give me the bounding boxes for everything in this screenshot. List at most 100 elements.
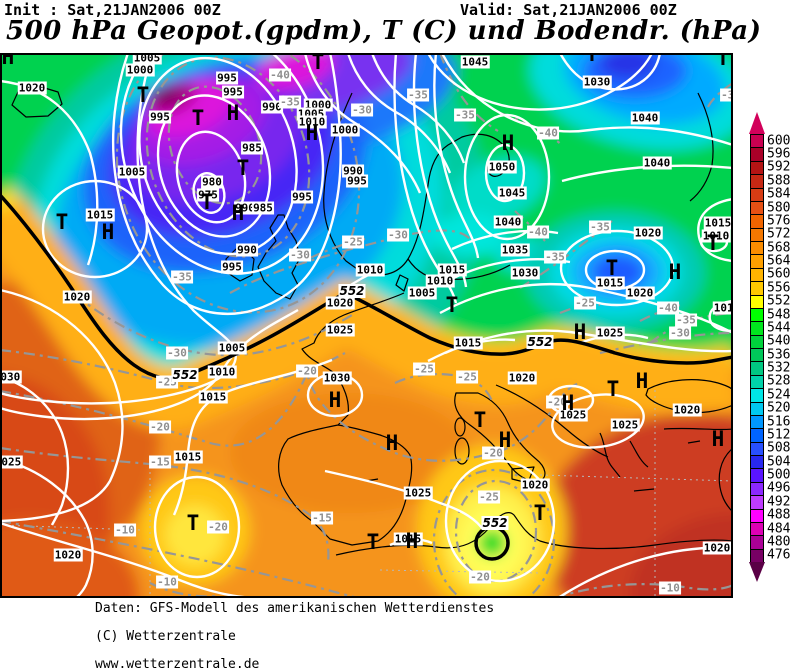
temperature-label: -35	[407, 88, 429, 102]
legend-value-label: 520	[767, 400, 790, 416]
pressure-label: 985	[252, 201, 274, 215]
legend-value-label: 532	[767, 360, 790, 376]
temperature-label: -10	[114, 523, 136, 537]
temperature-label: -30	[387, 228, 409, 242]
pressure-label: 1025	[558, 408, 588, 422]
legend-cell	[750, 508, 764, 523]
legend-value-label: 524	[767, 387, 790, 403]
pressure-label: 1000	[330, 123, 360, 137]
legend-value-label: 516	[767, 414, 790, 430]
pressure-center-marker: H	[101, 220, 115, 244]
legend-cell	[750, 281, 764, 296]
temperature-label: -25	[478, 490, 500, 504]
pressure-label: 1015	[437, 263, 467, 277]
temperature-label: -25	[413, 362, 435, 376]
legend-value-label: 540	[767, 333, 790, 349]
pressure-label: 980	[201, 175, 223, 189]
pressure-label: 1020	[633, 226, 663, 240]
pressure-center-marker: T	[136, 83, 150, 107]
temperature-label: -40	[657, 301, 679, 315]
page-title: 500 hPa Geopot.(gpdm), T (C) und Bodendr…	[6, 16, 762, 46]
temperature-label: -30	[289, 248, 311, 262]
legend-cell	[750, 521, 764, 537]
legend-cell	[750, 147, 764, 162]
legend-value-label: 484	[767, 521, 790, 537]
pressure-label: 1020	[62, 290, 92, 304]
temperature-label: -15	[311, 511, 333, 525]
pressure-center-marker: H	[635, 369, 649, 393]
legend-cell	[750, 455, 764, 470]
temperature-label: -20	[469, 570, 491, 584]
legend-value-label: 600	[767, 133, 790, 149]
legend-cell	[750, 160, 764, 176]
temperature-label: -25	[342, 235, 364, 249]
footer-copyright: (C) Wetterzentrale	[95, 629, 236, 644]
legend-cell	[750, 187, 764, 202]
pressure-label: 1020	[325, 296, 355, 310]
pressure-label: 1015	[85, 208, 115, 222]
pressure-label: 1005	[117, 165, 147, 179]
pressure-label: 1020	[17, 81, 47, 95]
temperature-label: -30	[351, 103, 373, 117]
pressure-center-marker: T	[473, 408, 487, 432]
pressure-label: 1020	[520, 478, 550, 492]
thickness-label: 552	[338, 284, 366, 298]
pressure-center-marker: T	[311, 53, 325, 74]
legend-cell	[750, 254, 764, 269]
pressure-center-marker: H	[668, 260, 682, 284]
temperature-label: -30	[669, 326, 691, 340]
temperature-label: -40	[269, 68, 291, 82]
pressure-label: 1030	[510, 266, 540, 280]
legend-value-label: 544	[767, 320, 790, 336]
pressure-center-marker: T	[200, 190, 214, 214]
valid-time-label: Valid: Sat,21JAN2006 00Z	[460, 1, 677, 19]
pressure-label: 1035	[500, 243, 530, 257]
legend-cell	[750, 481, 764, 497]
legend-value-label: 580	[767, 200, 790, 216]
legend-colorbar: 600 596 592 588 584 580 576 572 568 564 560 556 552 5…	[748, 110, 790, 590]
pressure-label: 990	[342, 164, 364, 178]
legend-value-label: 588	[767, 173, 790, 189]
init-time-label: Init : Sat,21JAN2006 00Z	[4, 1, 221, 19]
pressure-label: 1015	[198, 390, 228, 404]
pressure-label: 1015	[712, 301, 731, 315]
map-label-overlay: 1020 1005 1000 995 995 990 995 1000 1005 1010 1000…	[2, 53, 731, 596]
temperature-label: -25	[574, 296, 596, 310]
pressure-label: 1015	[595, 276, 625, 290]
legend-cell	[750, 241, 764, 256]
legend-cell	[750, 307, 764, 323]
pressure-center-marker: T	[533, 501, 547, 525]
legend-cell	[750, 214, 764, 229]
legend-value-label: 500	[767, 467, 790, 483]
graticule	[2, 390, 731, 596]
pressure-label: 1000	[125, 63, 155, 77]
legend-cell	[750, 348, 764, 363]
legend-cell	[750, 441, 764, 456]
pressure-center-marker: T	[606, 377, 620, 401]
pressure-label: 995	[221, 260, 243, 274]
legend-value-label: 508	[767, 440, 790, 456]
footer: Daten: GFS-Modell des amerikanischen Wet…	[95, 602, 494, 672]
temperature-label: -35	[675, 313, 697, 327]
pressure-label: 1010	[207, 365, 237, 379]
thickness-label: 552	[481, 516, 509, 530]
pressure-center-marker: T	[605, 256, 619, 280]
temperature-label: -15	[149, 455, 171, 469]
pressure-label: 995	[291, 190, 313, 204]
pressure-label: 1020	[53, 548, 83, 562]
legend-value-label: 568	[767, 240, 790, 256]
pressure-label: 990	[236, 243, 258, 257]
pressure-center-marker: T	[706, 231, 720, 255]
legend-cell	[750, 200, 764, 216]
legend-value-label: 596	[767, 146, 790, 162]
pressure-center-marker: H	[231, 201, 245, 225]
temperature-label: -40	[527, 225, 549, 239]
temperature-label: -20	[207, 520, 229, 534]
legend-value-label: 548	[767, 307, 790, 323]
legend-value-label: 584	[767, 186, 790, 202]
pressure-label: 1020	[672, 403, 702, 417]
pressure-label: 1040	[642, 156, 672, 170]
legend-value-label: 480	[767, 534, 790, 550]
temperature-label: -40	[537, 126, 559, 140]
legend-value-label: 592	[767, 159, 790, 175]
